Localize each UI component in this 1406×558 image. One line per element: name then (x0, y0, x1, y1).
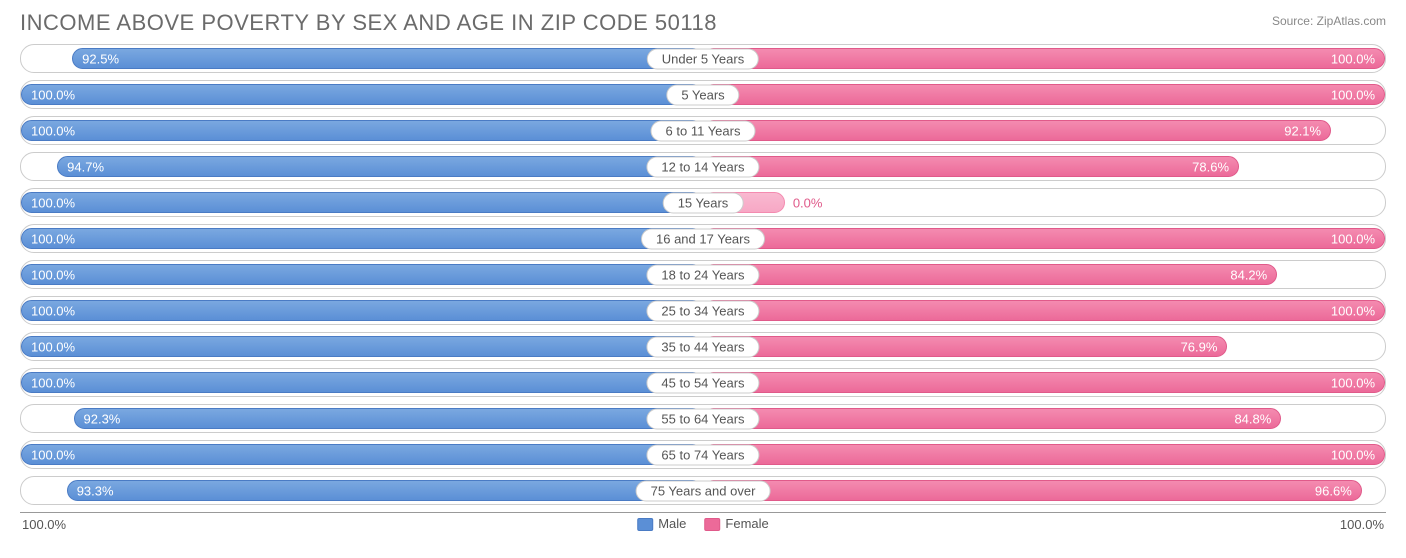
male-bar (21, 300, 703, 321)
category-label: 65 to 74 Years (646, 444, 759, 465)
chart-footer: 100.0% Male Female 100.0% (20, 512, 1386, 536)
male-value: 92.5% (82, 51, 119, 66)
male-swatch (637, 518, 653, 531)
chart-title: INCOME ABOVE POVERTY BY SEX AND AGE IN Z… (20, 10, 717, 36)
female-value: 78.6% (1192, 159, 1229, 174)
female-value: 96.6% (1315, 483, 1352, 498)
chart-row: 100.0% 100.0% 5 Years (20, 80, 1386, 109)
female-bar (703, 444, 1385, 465)
source-label: Source: ZipAtlas.com (1272, 10, 1386, 28)
category-label: 5 Years (666, 84, 739, 105)
male-bar (21, 264, 703, 285)
female-bar (703, 480, 1362, 501)
male-value: 100.0% (31, 375, 75, 390)
category-label: 16 and 17 Years (641, 228, 765, 249)
male-bar (57, 156, 703, 177)
male-bar (21, 372, 703, 393)
chart-row: 93.3% 96.6% 75 Years and over (20, 476, 1386, 505)
legend-female: Female (704, 516, 768, 531)
chart-row: 100.0% 100.0% 45 to 54 Years (20, 368, 1386, 397)
male-bar (21, 336, 703, 357)
chart-row: 94.7% 78.6% 12 to 14 Years (20, 152, 1386, 181)
legend-female-label: Female (725, 516, 768, 531)
male-value: 92.3% (84, 411, 121, 426)
female-value: 100.0% (1331, 375, 1375, 390)
female-bar (703, 408, 1281, 429)
female-value: 84.2% (1230, 267, 1267, 282)
chart-row: 100.0% 76.9% 35 to 44 Years (20, 332, 1386, 361)
category-label: 25 to 34 Years (646, 300, 759, 321)
female-bar (703, 228, 1385, 249)
chart-row: 100.0% 100.0% 65 to 74 Years (20, 440, 1386, 469)
female-value: 100.0% (1331, 447, 1375, 462)
male-value: 100.0% (31, 447, 75, 462)
legend-male: Male (637, 516, 686, 531)
chart-row: 100.0% 100.0% 16 and 17 Years (20, 224, 1386, 253)
male-bar (67, 480, 703, 501)
female-swatch (704, 518, 720, 531)
chart-row: 92.3% 84.8% 55 to 64 Years (20, 404, 1386, 433)
male-bar (21, 120, 703, 141)
female-value: 84.8% (1234, 411, 1271, 426)
male-bar (21, 192, 703, 213)
category-label: 75 Years and over (636, 480, 771, 501)
female-value: 100.0% (1331, 231, 1375, 246)
category-label: 18 to 24 Years (646, 264, 759, 285)
female-bar (703, 300, 1385, 321)
female-bar (703, 264, 1277, 285)
female-bar (703, 372, 1385, 393)
female-bar (703, 84, 1385, 105)
male-value: 100.0% (31, 339, 75, 354)
male-value: 100.0% (31, 87, 75, 102)
male-bar (72, 48, 703, 69)
female-bar (703, 156, 1239, 177)
chart-row: 92.5% 100.0% Under 5 Years (20, 44, 1386, 73)
axis-right-label: 100.0% (1340, 517, 1384, 532)
male-bar (21, 228, 703, 249)
female-value: 92.1% (1284, 123, 1321, 138)
female-value: 0.0% (793, 195, 823, 210)
male-bar (21, 84, 703, 105)
chart-row: 100.0% 92.1% 6 to 11 Years (20, 116, 1386, 145)
female-value: 100.0% (1331, 303, 1375, 318)
axis-left-label: 100.0% (22, 517, 66, 532)
female-bar (703, 48, 1385, 69)
category-label: Under 5 Years (647, 48, 759, 69)
diverging-bar-chart: 92.5% 100.0% Under 5 Years 100.0% 100.0% 5 Ye… (20, 44, 1386, 505)
female-value: 76.9% (1181, 339, 1218, 354)
male-value: 100.0% (31, 123, 75, 138)
male-bar (74, 408, 703, 429)
male-value: 100.0% (31, 195, 75, 210)
female-value: 100.0% (1331, 51, 1375, 66)
female-bar (703, 120, 1331, 141)
category-label: 15 Years (663, 192, 744, 213)
male-value: 94.7% (67, 159, 104, 174)
category-label: 6 to 11 Years (651, 120, 756, 141)
category-label: 12 to 14 Years (646, 156, 759, 177)
category-label: 35 to 44 Years (646, 336, 759, 357)
female-value: 100.0% (1331, 87, 1375, 102)
chart-row: 100.0% 100.0% 25 to 34 Years (20, 296, 1386, 325)
male-value: 93.3% (77, 483, 114, 498)
legend-male-label: Male (658, 516, 686, 531)
category-label: 45 to 54 Years (646, 372, 759, 393)
male-value: 100.0% (31, 267, 75, 282)
chart-row: 100.0% 84.2% 18 to 24 Years (20, 260, 1386, 289)
category-label: 55 to 64 Years (646, 408, 759, 429)
male-value: 100.0% (31, 231, 75, 246)
chart-row: 100.0% 0.0% 15 Years (20, 188, 1386, 217)
legend: Male Female (637, 516, 769, 531)
male-value: 100.0% (31, 303, 75, 318)
male-bar (21, 444, 703, 465)
female-bar (703, 336, 1227, 357)
